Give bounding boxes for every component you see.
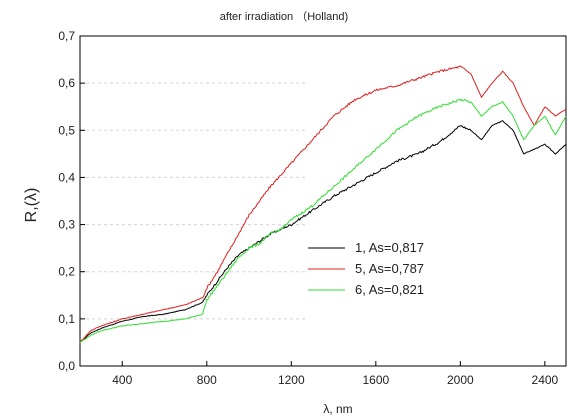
y-tick-label-5: 0,5 — [58, 123, 75, 137]
x-tick-label-2: 1200 — [278, 373, 305, 387]
y-tick-label-4: 0,4 — [58, 170, 75, 184]
series-lines — [80, 66, 566, 343]
series-line-1 — [80, 121, 566, 343]
grid — [80, 83, 308, 319]
y-tick-label-7: 0,7 — [58, 29, 75, 43]
x-axis-label: λ, nm — [323, 402, 352, 416]
y-tick-label-3: 0,3 — [58, 218, 75, 232]
legend-label-2: 5, As=0,787 — [355, 261, 424, 276]
series-line-3 — [80, 99, 566, 342]
y-tick-label-6: 0,6 — [58, 76, 75, 90]
y-axis-label: R,(λ) — [23, 188, 40, 223]
x-tick-label-1: 800 — [197, 373, 217, 387]
legend-label-1: 1, As=0,817 — [355, 240, 424, 255]
y-tick-label-1: 0,1 — [58, 312, 75, 326]
y-tick-label-0: 0,0 — [58, 359, 75, 373]
x-tick-label-4: 2000 — [447, 373, 474, 387]
x-tick-label-0: 400 — [112, 373, 132, 387]
x-tick-label-5: 2400 — [532, 373, 559, 387]
series-line-2 — [80, 66, 566, 343]
y-axis-ticks: 0,0 0,1 0,2 0,3 0,4 0,5 0,6 0,7 — [58, 29, 85, 373]
x-tick-label-3: 1600 — [362, 373, 389, 387]
x-axis-ticks: 400 800 1200 1600 2000 2400 — [112, 361, 558, 387]
legend-label-3: 6, As=0,821 — [355, 282, 424, 297]
chart-title: after irradiation （Holland) — [220, 10, 348, 23]
legend: 1, As=0,817 5, As=0,787 6, As=0,821 — [308, 240, 424, 297]
y-tick-label-2: 0,2 — [58, 265, 75, 279]
plot-frame — [80, 36, 566, 366]
